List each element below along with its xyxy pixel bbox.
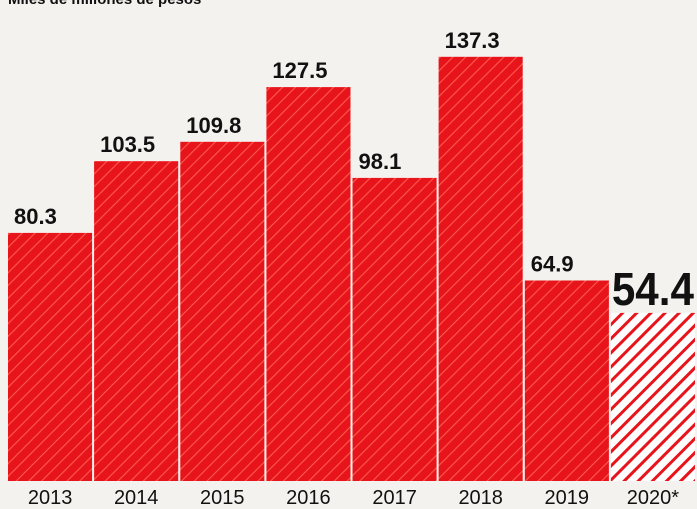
value-label-2017: 98.1 (359, 149, 402, 174)
bar-2017 (352, 177, 437, 481)
value-labels-layer: 80.3 103.5 109.8 127.5 98.1 137.3 64.9 54.4 (14, 28, 694, 315)
bar-2016 (266, 87, 351, 481)
value-label-2015: 109.8 (186, 113, 241, 138)
x-tick-label-2015: 2015 (200, 487, 245, 509)
bar-2015 (180, 141, 265, 482)
bar-2020* (610, 312, 695, 481)
bar-2014 (94, 161, 179, 481)
x-tick-label-2017: 2017 (372, 487, 417, 509)
chart-title: Miles de millones de pesos (8, 0, 201, 8)
x-tick-label-2018: 2018 (458, 487, 503, 509)
value-label-2016: 127.5 (272, 58, 327, 83)
value-label-2013: 80.3 (14, 204, 57, 229)
x-tick-label-2013: 2013 (28, 487, 73, 509)
bar-2018 (438, 56, 523, 482)
value-label-2019: 64.9 (531, 252, 574, 277)
value-label-2018: 137.3 (445, 28, 500, 53)
x-tick-label-2016: 2016 (286, 487, 331, 509)
bar-2013 (8, 232, 93, 481)
bar-2019 (524, 280, 609, 481)
bars-layer (8, 56, 695, 482)
value-label-2014: 103.5 (100, 132, 155, 157)
x-tick-label-2020*: 2020* (627, 487, 679, 509)
value-label-2020*: 54.4 (612, 263, 694, 315)
x-tick-labels-layer: 2013 2014 2015 2016 2017 2018 2019 2020* (28, 487, 679, 509)
x-tick-label-2014: 2014 (114, 487, 159, 509)
x-tick-label-2019: 2019 (545, 487, 590, 509)
